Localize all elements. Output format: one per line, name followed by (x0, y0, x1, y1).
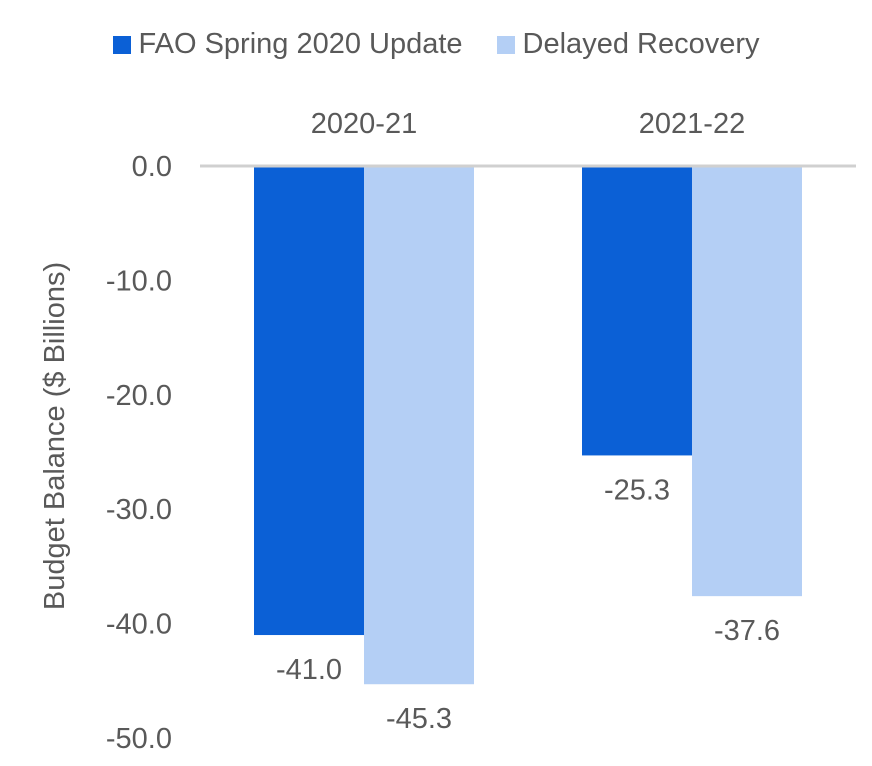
legend-swatch-delayed (496, 35, 515, 54)
bar-delayed-2021-22 (692, 166, 802, 597)
bar-delayed-2020-21 (364, 166, 474, 685)
legend-label-delayed: Delayed Recovery (522, 28, 760, 60)
bar-fao-2021-22 (582, 166, 692, 456)
y-tick-label: 0.0 (132, 151, 172, 183)
legend: FAO Spring 2020 Update Delayed Recovery (0, 28, 872, 61)
legend-label-fao: FAO Spring 2020 Update (138, 28, 463, 60)
category-label-2020-21: 2020-21 (311, 108, 417, 140)
y-tick-label: -30.0 (106, 494, 172, 526)
data-label-delayed-2021-22: -37.6 (714, 615, 780, 647)
data-label-fao-2020-21: -41.0 (276, 654, 342, 686)
y-tick-label: -40.0 (106, 609, 172, 641)
bar-fao-2020-21 (254, 166, 364, 636)
y-tick-label: -10.0 (106, 265, 172, 297)
legend-swatch-fao (112, 35, 131, 54)
data-label-fao-2021-22: -25.3 (604, 474, 670, 506)
y-tick-label: -50.0 (106, 723, 172, 755)
data-label-delayed-2020-21: -45.3 (386, 703, 452, 735)
y-tick-label: -20.0 (106, 380, 172, 412)
y-axis-title: Budget Balance ($ Billions) (39, 262, 71, 610)
legend-item-delayed: Delayed Recovery (496, 28, 760, 61)
legend-item-fao: FAO Spring 2020 Update (112, 28, 463, 61)
category-label-2021-22: 2021-22 (639, 108, 745, 140)
